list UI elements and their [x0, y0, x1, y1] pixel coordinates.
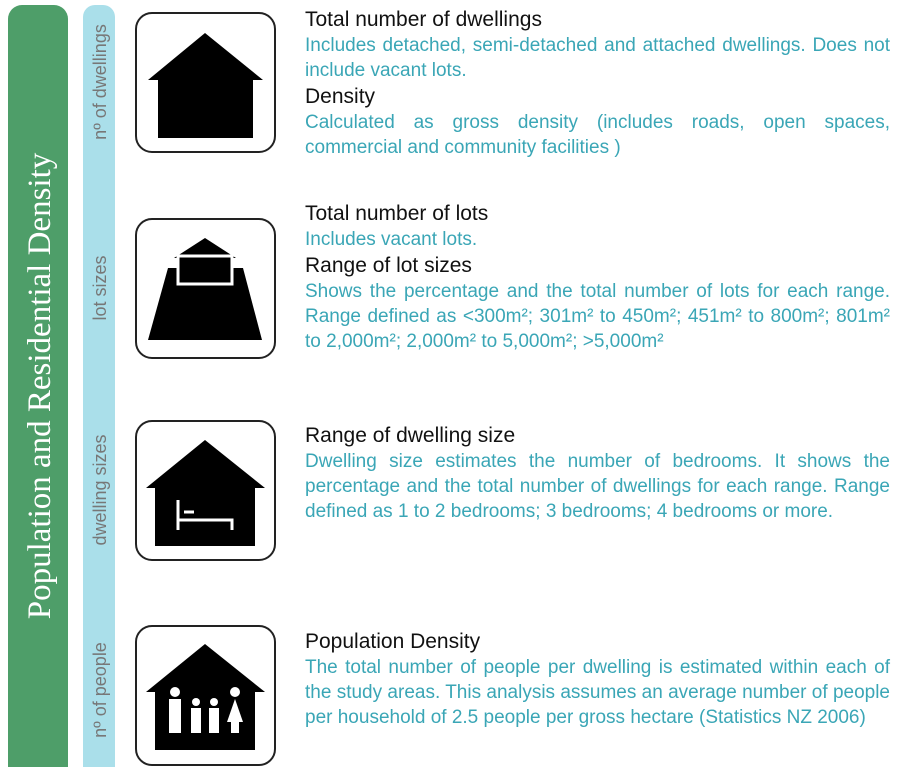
icon-people — [146, 644, 265, 750]
heading: Total number of dwellings — [305, 8, 542, 31]
heading: Total number of lots — [305, 202, 489, 225]
body: Shows the percentage and the total numbe… — [305, 281, 890, 352]
section-label: nº of people — [90, 642, 110, 738]
icon-frame — [135, 218, 276, 359]
section: Total number of lots Includes vacant lot… — [305, 200, 890, 354]
body: Calculated as gross density (includes ro… — [305, 112, 890, 158]
section-label: lot sizes — [90, 255, 110, 320]
icon-lots — [148, 238, 262, 340]
body: Includes detached, semi-detached and att… — [305, 35, 890, 81]
heading: Population Density — [305, 630, 481, 653]
icon-frame — [135, 420, 276, 561]
heading: Density — [305, 85, 376, 108]
body: The total number of people per dwelling … — [305, 657, 890, 728]
section: Range of dwelling size Dwelling size est… — [305, 422, 890, 524]
section-label: dwelling sizes — [90, 434, 110, 545]
heading: Range of dwelling size — [305, 424, 516, 447]
title: Population and Residential Density — [22, 152, 58, 619]
heading: Range of lot sizes — [305, 254, 472, 277]
section: Population Density The total number of p… — [305, 628, 890, 730]
label-bar — [83, 5, 115, 767]
body: Dwelling size estimates the number of be… — [305, 451, 890, 522]
icon-frame — [135, 625, 276, 766]
icon-frames — [135, 12, 276, 766]
labels: nº of dwellings lot sizes dwelling sizes… — [90, 24, 110, 738]
body: Includes vacant lots. — [305, 229, 478, 250]
section: Total number of dwellings Includes detac… — [305, 6, 890, 160]
section-label: nº of dwellings — [90, 24, 110, 140]
icon-frame — [135, 12, 276, 153]
icon-dwellings — [148, 33, 263, 138]
title-bar — [8, 5, 68, 767]
icon-dwelling-size — [146, 440, 265, 546]
